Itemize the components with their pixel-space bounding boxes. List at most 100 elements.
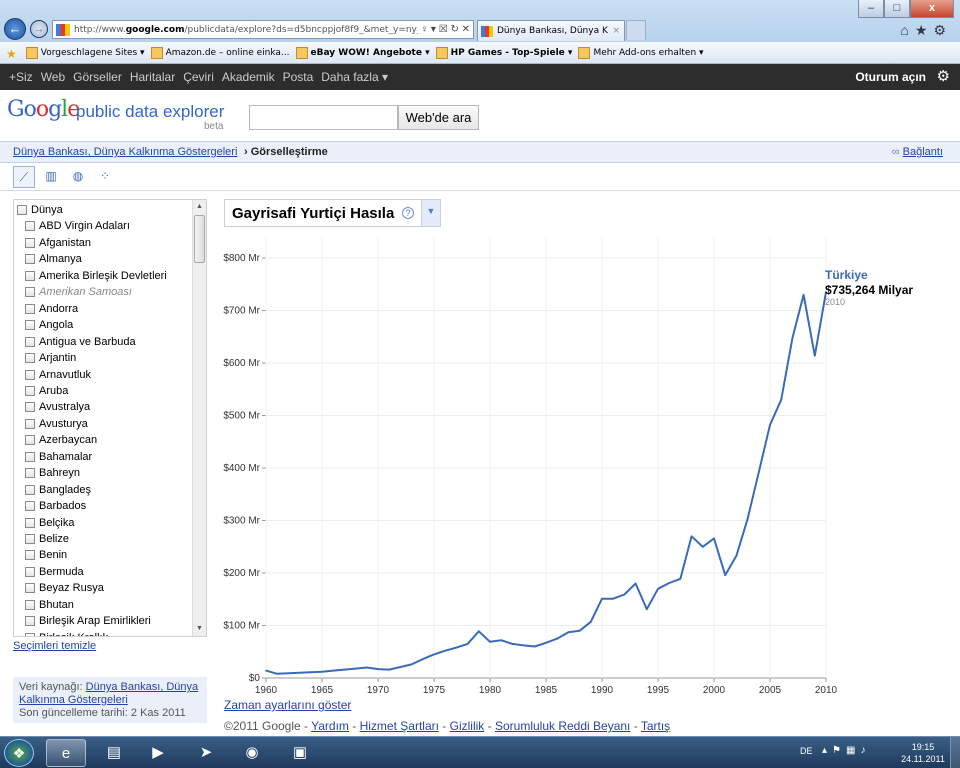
search-input[interactable] xyxy=(249,105,398,130)
back-button[interactable]: ← xyxy=(4,18,26,40)
checkbox[interactable] xyxy=(25,485,35,495)
taskbar-app-6[interactable]: ▣ xyxy=(280,739,320,767)
checkbox[interactable] xyxy=(25,534,35,544)
data-point[interactable] xyxy=(321,671,323,673)
checkbox[interactable] xyxy=(17,205,27,215)
maximize-button[interactable]: □ xyxy=(884,0,910,18)
show-desktop-button[interactable] xyxy=(950,737,960,768)
clear-selections-link[interactable]: Seçimleri temizle xyxy=(13,640,96,652)
data-point[interactable] xyxy=(556,638,558,640)
data-point[interactable] xyxy=(276,673,278,675)
data-point[interactable] xyxy=(713,538,715,540)
checkbox[interactable] xyxy=(25,320,35,330)
gbar-item-more[interactable]: Daha fazla ▾ xyxy=(321,70,388,84)
data-point[interactable] xyxy=(758,471,760,473)
home-icon[interactable]: ⌂ xyxy=(900,22,914,38)
data-point[interactable] xyxy=(355,668,357,670)
checkbox[interactable] xyxy=(25,600,35,610)
data-point[interactable] xyxy=(635,583,637,585)
list-item[interactable]: Birleşik Arap Emirlikleri xyxy=(25,613,151,629)
data-point[interactable] xyxy=(612,598,614,600)
data-point[interactable] xyxy=(545,642,547,644)
list-item[interactable]: Birleşik Krallık xyxy=(25,630,108,637)
help-icon[interactable]: ? xyxy=(402,207,414,219)
list-item[interactable]: Afganistan xyxy=(25,235,91,251)
checkbox[interactable] xyxy=(25,583,35,593)
list-item[interactable]: Avusturya xyxy=(25,416,88,432)
forward-button[interactable]: → xyxy=(30,20,48,38)
data-point[interactable] xyxy=(500,639,502,641)
checkbox[interactable] xyxy=(25,337,35,347)
data-point[interactable] xyxy=(422,658,424,660)
list-item[interactable]: Bhutan xyxy=(25,597,74,613)
checkbox[interactable] xyxy=(25,419,35,429)
footer-link-help[interactable]: Yardım xyxy=(311,719,349,733)
taskbar-explorer[interactable]: ▤ xyxy=(94,739,134,767)
data-point[interactable] xyxy=(467,643,469,645)
footer-link-privacy[interactable]: Gizlilik xyxy=(450,719,485,733)
list-item[interactable]: Dünya xyxy=(17,202,63,218)
taskbar-ie[interactable]: e xyxy=(46,739,86,767)
metric-selector[interactable]: Gayrisafi Yurtiçi Hasıla ? ▼ xyxy=(224,199,441,227)
data-point[interactable] xyxy=(702,546,704,548)
line-chart-tab[interactable]: ⟋ xyxy=(13,166,35,188)
favorites-star-icon[interactable]: ★ xyxy=(915,22,934,38)
data-point[interactable] xyxy=(579,630,581,632)
gear-icon[interactable]: ⚙ xyxy=(937,67,950,85)
bubble-chart-tab[interactable]: ⁘ xyxy=(94,166,116,188)
checkbox[interactable] xyxy=(25,238,35,248)
data-point[interactable] xyxy=(310,671,312,673)
data-point[interactable] xyxy=(456,647,458,649)
list-item[interactable]: Belçika xyxy=(25,515,74,531)
network-icon[interactable]: ▦ xyxy=(846,745,860,756)
gbar-item-web[interactable]: Web xyxy=(41,70,65,84)
checkbox[interactable] xyxy=(25,501,35,511)
google-logo[interactable]: Google xyxy=(7,97,79,122)
checkbox[interactable] xyxy=(25,271,35,281)
link-button[interactable]: ∞ Bağlantı xyxy=(892,146,943,158)
list-item[interactable]: Amerika Birleşik Devletleri xyxy=(25,268,167,284)
gbar-item-translate[interactable]: Çeviri xyxy=(183,70,214,84)
favorite-link-1[interactable]: Amazon.de – online einka... xyxy=(151,47,290,59)
checkbox[interactable] xyxy=(25,468,35,478)
tray-language[interactable]: DE xyxy=(800,746,813,756)
legend-series-name[interactable]: Türkiye xyxy=(825,268,868,282)
gbar-item-maps[interactable]: Haritalar xyxy=(130,70,175,84)
data-point[interactable] xyxy=(736,555,738,557)
address-tools-icons[interactable]: ♀ ▾ ☒ ↻ ✕ xyxy=(418,24,473,35)
checkbox[interactable] xyxy=(25,386,35,396)
browser-tab-active[interactable]: Dünya Bankası, Dünya Kalkı... × xyxy=(477,20,625,41)
data-point[interactable] xyxy=(803,294,805,296)
list-item[interactable]: Bahreyn xyxy=(25,465,80,481)
sign-in-link[interactable]: Oturum açın xyxy=(855,70,926,84)
list-item[interactable]: Amerikan Samoası xyxy=(25,284,132,300)
checkbox[interactable] xyxy=(25,304,35,314)
taskbar-media-player[interactable]: ▶ xyxy=(138,739,178,767)
checkbox[interactable] xyxy=(25,452,35,462)
data-point[interactable] xyxy=(433,654,435,656)
data-point[interactable] xyxy=(388,669,390,671)
country-list[interactable]: Birleşik KrallıkBirleşik Arap Emirlikler… xyxy=(13,199,207,637)
checkbox[interactable] xyxy=(25,353,35,363)
data-point[interactable] xyxy=(601,598,603,600)
close-window-button[interactable]: x xyxy=(910,0,954,18)
list-item[interactable]: Aruba xyxy=(25,383,68,399)
data-point[interactable] xyxy=(680,578,682,580)
list-item[interactable]: Benin xyxy=(25,547,67,563)
map-tab[interactable]: ◍ xyxy=(67,166,89,188)
data-point[interactable] xyxy=(288,672,290,674)
data-point[interactable] xyxy=(792,338,794,340)
list-item[interactable]: Andorra xyxy=(25,301,78,317)
list-item[interactable]: Bangladeş xyxy=(25,482,91,498)
data-point[interactable] xyxy=(747,518,749,520)
favorite-link-3[interactable]: HP Games - Top-Spiele ▾ xyxy=(436,47,573,59)
list-item[interactable]: Azerbaycan xyxy=(25,432,97,448)
data-point[interactable] xyxy=(366,667,368,669)
gbar-item-images[interactable]: Görseller xyxy=(73,70,122,84)
checkbox[interactable] xyxy=(25,518,35,528)
list-item[interactable]: Antigua ve Barbuda xyxy=(25,334,136,350)
data-point[interactable] xyxy=(299,672,301,674)
scroll-up-icon[interactable]: ▲ xyxy=(193,200,206,214)
footer-link-disclaimer[interactable]: Sorumluluk Reddi Beyanı xyxy=(495,719,630,733)
volume-icon[interactable]: ♪ xyxy=(860,745,870,756)
